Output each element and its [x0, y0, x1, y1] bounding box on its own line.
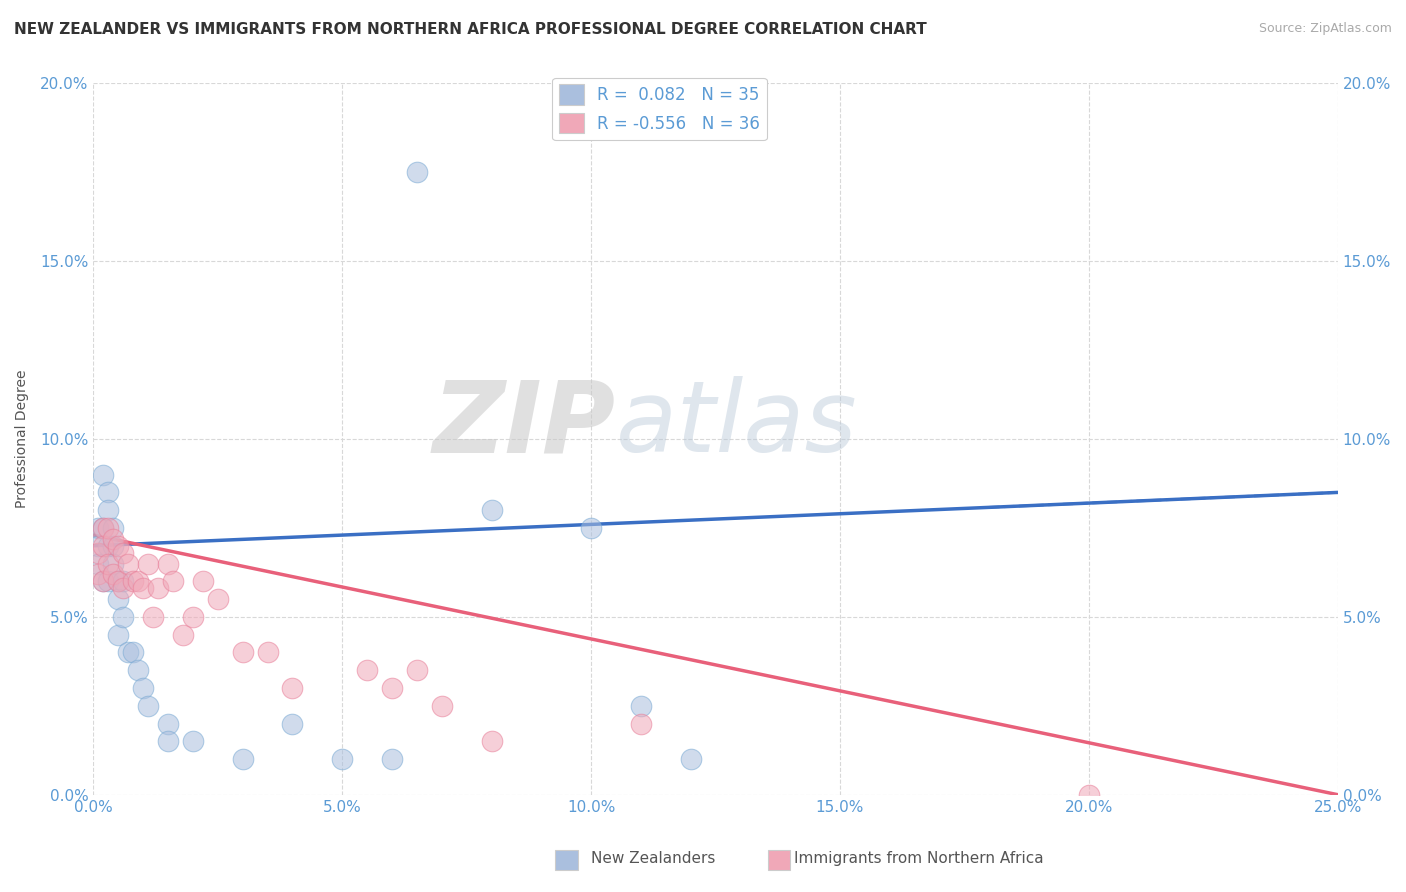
- Point: [156, 716, 179, 731]
- Point: [207, 592, 229, 607]
- Point: [103, 567, 125, 582]
- Point: [256, 645, 278, 659]
- Point: [112, 610, 135, 624]
- Point: [481, 734, 503, 748]
- Point: [136, 557, 159, 571]
- Point: [330, 752, 353, 766]
- Point: [127, 663, 149, 677]
- Point: [191, 574, 214, 589]
- Point: [406, 663, 429, 677]
- Point: [97, 503, 120, 517]
- Point: [117, 645, 139, 659]
- Point: [122, 574, 145, 589]
- Text: Source: ZipAtlas.com: Source: ZipAtlas.com: [1258, 22, 1392, 36]
- Point: [156, 734, 179, 748]
- Point: [117, 557, 139, 571]
- Point: [132, 681, 155, 695]
- Point: [112, 574, 135, 589]
- Point: [112, 546, 135, 560]
- Point: [630, 698, 652, 713]
- Point: [97, 557, 120, 571]
- Point: [630, 716, 652, 731]
- Point: [97, 521, 120, 535]
- Point: [122, 645, 145, 659]
- Point: [1077, 788, 1099, 802]
- Point: [430, 698, 453, 713]
- Point: [132, 582, 155, 596]
- Point: [103, 521, 125, 535]
- Legend: R =  0.082   N = 35, R = -0.556   N = 36: R = 0.082 N = 35, R = -0.556 N = 36: [553, 78, 766, 140]
- Point: [481, 503, 503, 517]
- Point: [107, 592, 129, 607]
- Point: [107, 628, 129, 642]
- Point: [142, 610, 165, 624]
- Point: [97, 574, 120, 589]
- Text: ZIP: ZIP: [433, 376, 616, 474]
- Point: [97, 539, 120, 553]
- Point: [381, 752, 404, 766]
- Point: [232, 752, 254, 766]
- Point: [406, 165, 429, 179]
- Point: [91, 521, 114, 535]
- Point: [87, 546, 110, 560]
- Point: [281, 681, 304, 695]
- Point: [87, 521, 110, 535]
- Point: [107, 539, 129, 553]
- Text: Immigrants from Northern Africa: Immigrants from Northern Africa: [794, 851, 1045, 865]
- Point: [112, 582, 135, 596]
- Point: [97, 485, 120, 500]
- Point: [136, 698, 159, 713]
- Text: NEW ZEALANDER VS IMMIGRANTS FROM NORTHERN AFRICA PROFESSIONAL DEGREE CORRELATION: NEW ZEALANDER VS IMMIGRANTS FROM NORTHER…: [14, 22, 927, 37]
- Point: [103, 539, 125, 553]
- Point: [281, 716, 304, 731]
- Point: [127, 574, 149, 589]
- Point: [679, 752, 702, 766]
- Point: [579, 521, 602, 535]
- Point: [91, 467, 114, 482]
- Point: [103, 532, 125, 546]
- Point: [91, 574, 114, 589]
- Point: [381, 681, 404, 695]
- Point: [91, 521, 114, 535]
- Point: [87, 567, 110, 582]
- Text: atlas: atlas: [616, 376, 858, 474]
- Point: [181, 734, 204, 748]
- Text: New Zealanders: New Zealanders: [591, 851, 714, 865]
- Point: [232, 645, 254, 659]
- Point: [107, 574, 129, 589]
- Point: [87, 539, 110, 553]
- Point: [103, 557, 125, 571]
- Point: [162, 574, 184, 589]
- Point: [356, 663, 378, 677]
- Point: [107, 574, 129, 589]
- Point: [87, 557, 110, 571]
- Point: [172, 628, 194, 642]
- Point: [146, 582, 169, 596]
- Point: [91, 574, 114, 589]
- Y-axis label: Professional Degree: Professional Degree: [15, 370, 30, 508]
- Point: [91, 539, 114, 553]
- Point: [156, 557, 179, 571]
- Point: [181, 610, 204, 624]
